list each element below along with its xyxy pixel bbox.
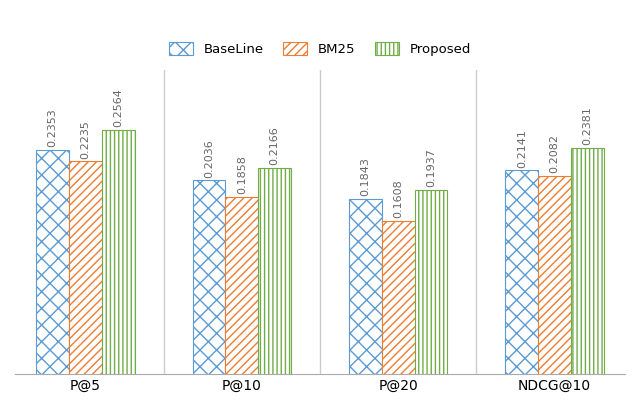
Text: 0.2353: 0.2353	[47, 109, 58, 147]
Bar	[69, 162, 102, 374]
Bar	[193, 180, 225, 374]
Text: 0.2166: 0.2166	[269, 126, 280, 165]
Bar	[506, 171, 538, 374]
Bar	[415, 190, 447, 374]
Text: 0.1937: 0.1937	[426, 148, 436, 187]
Text: 0.2381: 0.2381	[582, 106, 593, 145]
Bar	[102, 130, 134, 374]
Bar	[349, 199, 382, 374]
Text: 0.1858: 0.1858	[237, 155, 247, 195]
Text: 0.2141: 0.2141	[516, 129, 527, 168]
Text: 0.2082: 0.2082	[550, 134, 559, 173]
Text: 0.1608: 0.1608	[393, 180, 403, 218]
Bar	[538, 176, 571, 374]
Text: 0.2564: 0.2564	[113, 89, 124, 127]
Legend: BaseLine, BM25, Proposed: BaseLine, BM25, Proposed	[164, 37, 476, 61]
Bar	[571, 148, 604, 374]
Text: 0.2036: 0.2036	[204, 139, 214, 177]
Bar	[382, 221, 415, 374]
Bar	[225, 197, 258, 374]
Bar	[258, 168, 291, 374]
Text: 0.1843: 0.1843	[360, 157, 371, 196]
Text: 0.2235: 0.2235	[81, 120, 90, 159]
Bar	[36, 150, 69, 374]
